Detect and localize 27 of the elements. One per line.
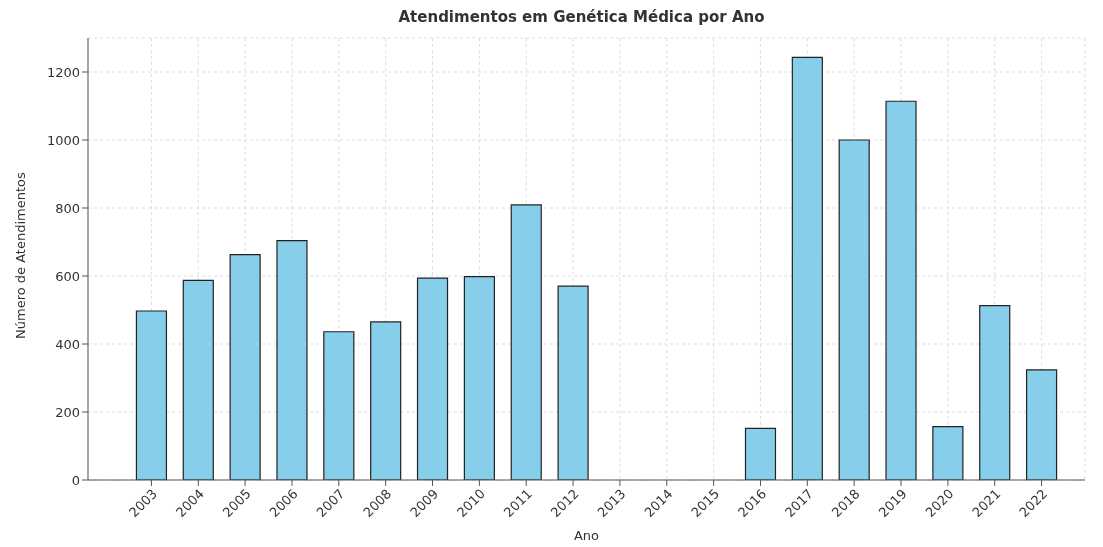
bar bbox=[1025, 369, 1058, 480]
bar bbox=[416, 277, 449, 480]
y-tick-label: 1200 bbox=[46, 64, 80, 80]
x-axis-title: Ano bbox=[573, 528, 600, 543]
bar bbox=[791, 56, 823, 480]
bar bbox=[979, 304, 1011, 480]
chart-title: Atendimentos em Genética Médica por Ano bbox=[397, 8, 766, 28]
bar bbox=[135, 310, 168, 480]
y-tick-label: 600 bbox=[55, 268, 80, 284]
bar bbox=[182, 279, 214, 480]
y-axis-title: Número de Atendimentos bbox=[12, 172, 28, 339]
bar bbox=[229, 253, 261, 480]
y-tick-label: 1000 bbox=[46, 132, 80, 148]
y-tick-label: 200 bbox=[55, 404, 80, 420]
bar bbox=[932, 426, 964, 480]
y-tick-label: 400 bbox=[55, 336, 80, 352]
bar bbox=[885, 100, 917, 480]
bar bbox=[323, 331, 355, 480]
bar bbox=[276, 240, 308, 480]
bar bbox=[744, 427, 777, 480]
y-tick-label: 800 bbox=[55, 200, 80, 216]
bar bbox=[557, 285, 589, 480]
bar bbox=[838, 139, 870, 480]
bar bbox=[510, 204, 542, 480]
y-tick-label: 0 bbox=[71, 472, 80, 488]
bar bbox=[370, 321, 402, 480]
bar bbox=[463, 276, 495, 480]
